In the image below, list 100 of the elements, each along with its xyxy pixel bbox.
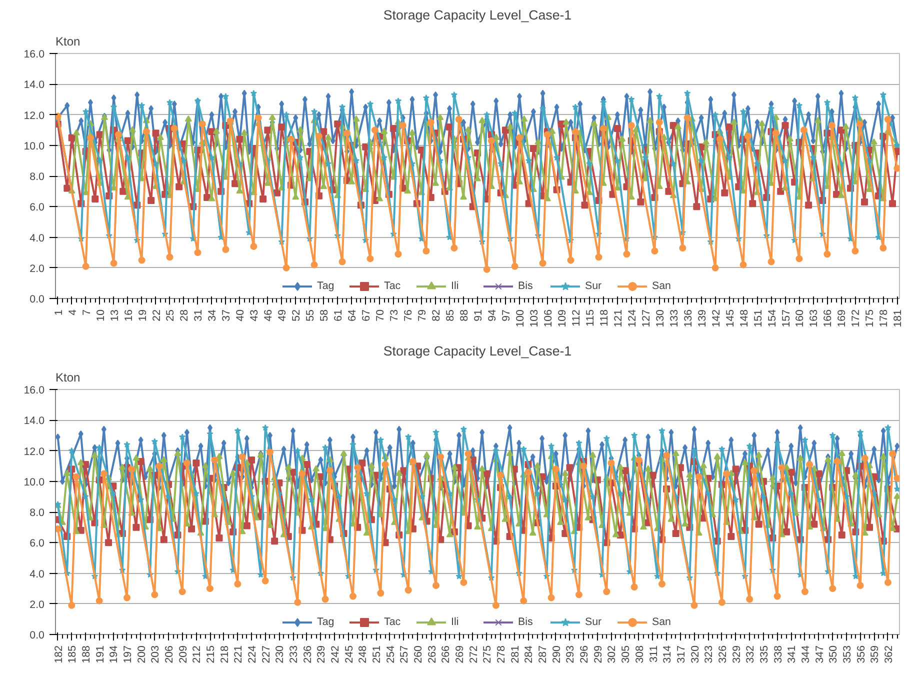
point: [712, 264, 719, 272]
point: [222, 246, 230, 253]
point: [824, 250, 831, 258]
x-tick-label: 353: [841, 645, 854, 664]
x-tick-label: 284: [523, 645, 536, 664]
x-tick-label: 94: [486, 309, 498, 322]
point: [343, 130, 350, 137]
legend-label: Tac: [384, 280, 402, 292]
x-tick-label: 106: [542, 309, 554, 328]
point: [166, 254, 174, 261]
point: [254, 114, 262, 122]
x-tick-label: 43: [248, 309, 261, 322]
x-tick-label: 245: [343, 645, 356, 664]
point: [744, 132, 752, 140]
point: [450, 244, 458, 252]
x-tick-label: 160: [794, 309, 806, 328]
legend-label: Tac: [384, 616, 402, 628]
x-tick-label: 269: [454, 645, 466, 664]
x-tick-label: 115: [584, 309, 596, 326]
x-tick-label: 275: [482, 645, 494, 664]
x-tick-label: 64: [346, 309, 359, 322]
x-tick-label: 139: [696, 309, 708, 328]
point: [427, 118, 434, 126]
x-tick-label: 203: [150, 645, 162, 664]
x-tick-label: 103: [528, 309, 540, 328]
x-tick-label: 272: [468, 645, 480, 664]
point: [114, 131, 122, 138]
point: [287, 136, 294, 143]
point: [595, 254, 602, 261]
point: [539, 260, 546, 267]
point: [516, 134, 523, 142]
x-tick-label: 133: [668, 309, 680, 328]
point: [796, 255, 803, 262]
x-tick-label: 4: [66, 309, 79, 316]
x-tick-label: 58: [318, 309, 331, 322]
x-tick-label: 145: [724, 309, 736, 328]
point: [828, 122, 836, 129]
x-tick-label: 97: [500, 309, 512, 322]
x-tick-label: 121: [612, 309, 624, 328]
x-tick-label: 254: [384, 645, 397, 664]
legend-label: Ili: [451, 280, 460, 292]
y-tick-label: 0.0: [30, 630, 45, 642]
x-tick-label: 175: [864, 309, 876, 328]
x-tick-label: 79: [416, 309, 429, 322]
legend-label: Sur: [585, 616, 603, 628]
x-tick-label: 52: [290, 309, 303, 322]
x-tick-label: 142: [710, 309, 722, 328]
x-tick-label: 172: [850, 309, 862, 328]
x-tick-label: 293: [564, 645, 577, 664]
point: [567, 256, 574, 264]
x-tick-label: 73: [388, 309, 401, 322]
x-tick-label: 242: [330, 645, 342, 664]
point: [198, 120, 206, 128]
x-tick-label: 332: [744, 645, 757, 664]
x-tick-label: 221: [232, 645, 245, 664]
point: [86, 134, 94, 142]
point: [684, 114, 691, 122]
point: [483, 266, 490, 273]
x-tick-label: 112: [570, 309, 582, 326]
point: [656, 118, 663, 126]
point: [894, 164, 900, 172]
y-tick-label: 0.0: [30, 294, 45, 306]
x-tick-label: 248: [357, 645, 370, 664]
point: [623, 250, 630, 258]
x-tick-label: 7: [80, 309, 93, 316]
x-tick-label: 163: [808, 309, 820, 328]
y-tick-label: 10.0: [24, 140, 45, 152]
point: [628, 122, 635, 129]
x-tick-label: 257: [398, 645, 411, 664]
x-tick-label: 37: [220, 309, 233, 322]
point: [250, 242, 258, 250]
x-tick-label: 109: [556, 309, 568, 328]
point: [422, 248, 430, 255]
point: [138, 256, 146, 264]
x-tick-label: 31: [192, 309, 205, 322]
chart-title: Storage Capacity Level_Case-1: [383, 8, 572, 22]
legend-label: Ili: [451, 616, 460, 628]
point: [544, 131, 551, 138]
y-tick-label: 4.0: [30, 568, 45, 580]
x-tick-label: 323: [703, 645, 716, 664]
x-tick-label: 200: [136, 645, 148, 664]
x-tick-label: 70: [374, 309, 387, 322]
point: [488, 137, 495, 144]
x-tick-label: 34: [206, 309, 219, 322]
y-tick-label: 8.0: [30, 171, 45, 183]
x-tick-label: 157: [780, 309, 792, 328]
legend-label: San: [652, 280, 672, 292]
x-tick-label: 13: [108, 309, 121, 322]
x-tick-label: 314: [662, 645, 674, 664]
point: [455, 116, 462, 123]
x-tick-label: 290: [550, 645, 563, 664]
x-tick-label: 251: [371, 645, 384, 664]
x-tick-label: 166: [822, 309, 834, 328]
x-tick-label: 341: [786, 645, 798, 664]
point: [852, 248, 859, 255]
x-tick-label: 224: [246, 645, 259, 664]
y-tick-label: 12.0: [24, 446, 45, 458]
point: [366, 255, 374, 262]
x-tick-label: 356: [855, 645, 868, 664]
x-tick-label: 118: [598, 309, 610, 326]
